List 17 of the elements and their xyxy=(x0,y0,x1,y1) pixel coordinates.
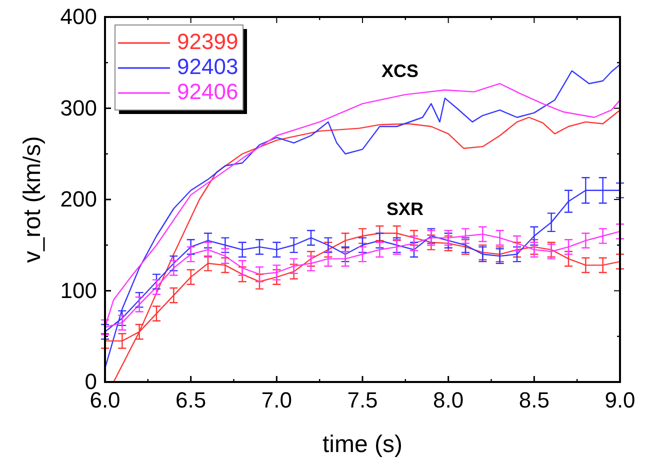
x-tick-label: 7.0 xyxy=(261,388,292,413)
legend-label: 92403 xyxy=(177,54,238,79)
y-axis-title: v_rot (km/s) xyxy=(19,136,46,263)
x-tick-label: 9.0 xyxy=(604,388,636,413)
y-tick-label: 400 xyxy=(60,4,97,30)
x-tick-label: 7.5 xyxy=(347,388,378,413)
x-tick-label: 6.5 xyxy=(176,388,206,413)
y-tick-label: 200 xyxy=(60,186,97,212)
annotation: SXR xyxy=(386,198,424,219)
annotation: XCS xyxy=(381,60,419,81)
x-axis-title: time (s) xyxy=(322,431,402,458)
x-tick-label: 8.5 xyxy=(518,388,550,413)
x-tick-label: 8.0 xyxy=(433,388,464,413)
legend-label: 92406 xyxy=(177,78,238,104)
y-tick-label: 100 xyxy=(60,278,97,303)
legend-label: 92399 xyxy=(177,28,238,54)
y-tick-label: 300 xyxy=(60,95,97,120)
